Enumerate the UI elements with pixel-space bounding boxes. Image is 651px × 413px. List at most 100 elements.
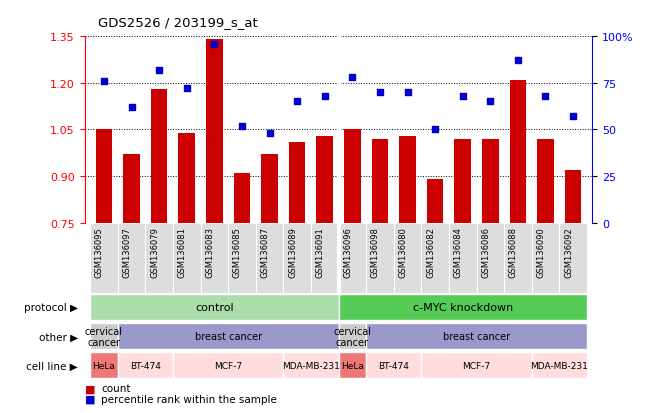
Point [292, 99, 302, 105]
Point [182, 86, 192, 93]
Text: GSM136081: GSM136081 [178, 226, 187, 277]
Text: ■: ■ [85, 394, 95, 404]
Point [540, 93, 551, 100]
Point [430, 127, 440, 133]
Point [513, 58, 523, 64]
Point [126, 104, 137, 111]
Text: GSM136087: GSM136087 [260, 226, 270, 278]
Text: HeLa: HeLa [341, 361, 364, 370]
Bar [90, 352, 118, 378]
Bar [394, 223, 421, 293]
Text: GSM136096: GSM136096 [343, 226, 352, 277]
Bar [90, 223, 118, 293]
Text: GSM136083: GSM136083 [205, 226, 214, 278]
Bar [339, 295, 587, 320]
Point [264, 131, 275, 137]
Text: c-MYC knockdown: c-MYC knockdown [413, 303, 513, 313]
Bar [427, 180, 443, 223]
Bar [366, 324, 587, 349]
Text: MCF-7: MCF-7 [462, 361, 491, 370]
Point [485, 99, 495, 105]
Text: GSM136092: GSM136092 [564, 226, 573, 277]
Bar [482, 140, 499, 223]
Text: GDS2526 / 203199_s_at: GDS2526 / 203199_s_at [98, 16, 257, 29]
Point [99, 78, 109, 85]
Bar [532, 352, 587, 378]
Text: other ▶: other ▶ [39, 332, 78, 342]
Bar [118, 352, 173, 378]
Text: GSM136085: GSM136085 [233, 226, 242, 277]
Bar [339, 223, 366, 293]
Text: MDA-MB-231: MDA-MB-231 [531, 361, 589, 370]
Bar [201, 223, 228, 293]
Bar [421, 223, 449, 293]
Bar [118, 223, 145, 293]
Text: ■: ■ [85, 383, 95, 393]
Bar [399, 136, 416, 223]
Bar [454, 140, 471, 223]
Point [402, 90, 413, 96]
Text: GSM136088: GSM136088 [509, 226, 518, 278]
Text: GSM136091: GSM136091 [316, 226, 325, 277]
Text: BT-474: BT-474 [130, 361, 161, 370]
Bar [123, 155, 140, 223]
Bar [532, 223, 559, 293]
Point [568, 114, 578, 121]
Bar [339, 324, 366, 349]
Point [347, 75, 357, 81]
Text: percentile rank within the sample: percentile rank within the sample [101, 394, 277, 404]
Bar [421, 352, 532, 378]
Bar [504, 223, 532, 293]
Text: GSM136089: GSM136089 [288, 226, 297, 277]
Bar [256, 223, 283, 293]
Point [209, 41, 219, 48]
Text: GSM136080: GSM136080 [398, 226, 408, 277]
Bar [228, 223, 256, 293]
Bar [206, 40, 223, 223]
Text: GSM136082: GSM136082 [426, 226, 435, 277]
Text: GSM136079: GSM136079 [150, 226, 159, 277]
Bar [372, 140, 388, 223]
Point [237, 123, 247, 130]
Bar [559, 223, 587, 293]
Text: MCF-7: MCF-7 [214, 361, 242, 370]
Text: protocol ▶: protocol ▶ [24, 303, 78, 313]
Bar [537, 140, 554, 223]
Text: breast cancer: breast cancer [195, 332, 262, 342]
Bar [145, 223, 173, 293]
Point [375, 90, 385, 96]
Bar [234, 173, 250, 223]
Bar [366, 352, 421, 378]
Text: MDA-MB-231: MDA-MB-231 [282, 361, 340, 370]
Text: cervical
cancer: cervical cancer [85, 326, 123, 347]
Bar [316, 136, 333, 223]
Bar [90, 324, 118, 349]
Point [154, 67, 164, 74]
Text: HeLa: HeLa [92, 361, 115, 370]
Text: GSM136095: GSM136095 [95, 226, 104, 277]
Point [320, 93, 330, 100]
Bar [283, 223, 311, 293]
Bar [178, 133, 195, 223]
Bar [339, 352, 366, 378]
Bar [173, 223, 201, 293]
Bar [90, 295, 339, 320]
Bar [118, 324, 339, 349]
Bar [366, 223, 394, 293]
Bar [477, 223, 504, 293]
Text: GSM136086: GSM136086 [481, 226, 490, 278]
Text: GSM136097: GSM136097 [122, 226, 132, 277]
Bar [261, 155, 278, 223]
Bar [283, 352, 339, 378]
Bar [173, 352, 283, 378]
Text: GSM136090: GSM136090 [536, 226, 546, 277]
Text: control: control [195, 303, 234, 313]
Bar [311, 223, 339, 293]
Bar [151, 90, 167, 223]
Bar [449, 223, 477, 293]
Text: cell line ▶: cell line ▶ [27, 361, 78, 370]
Text: count: count [101, 383, 130, 393]
Text: cervical
cancer: cervical cancer [333, 326, 371, 347]
Bar [96, 130, 112, 223]
Point [458, 93, 468, 100]
